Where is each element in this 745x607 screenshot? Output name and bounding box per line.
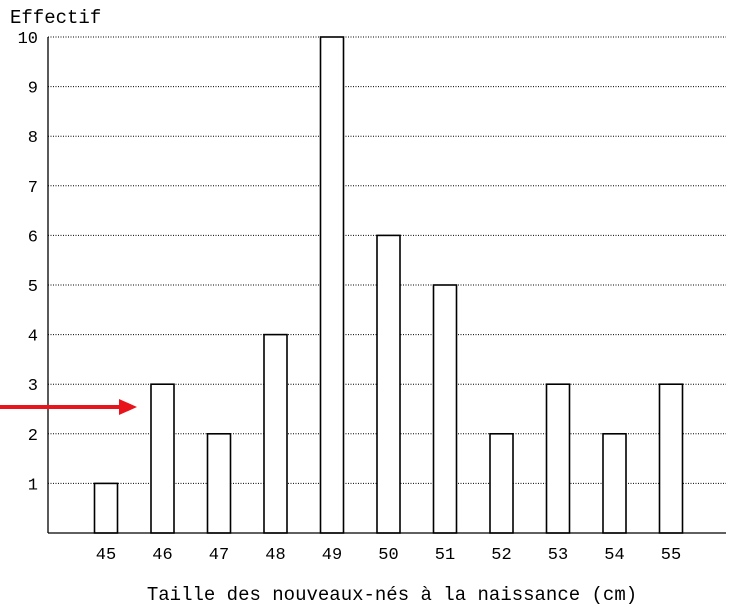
bar-46 (150, 383, 175, 534)
bar-55 (658, 383, 684, 534)
y-tick-label: 9 (28, 80, 38, 99)
x-tick-label: 54 (604, 546, 624, 565)
x-tick-label: 46 (152, 546, 172, 565)
y-tick-labels: 1 2 3 4 5 6 7 8 9 10 (18, 30, 38, 495)
y-tick-label: 3 (28, 377, 38, 396)
bar-45 (93, 482, 119, 534)
y-tick-label: 1 (28, 476, 38, 495)
y-tick-label: 2 (28, 427, 38, 446)
bar-53 (545, 383, 571, 534)
red-arrow-annotation (0, 399, 137, 415)
x-tick-label: 49 (322, 546, 342, 565)
bar-47 (206, 432, 232, 534)
y-tick-label: 8 (28, 129, 38, 148)
y-axis-title: Effectif (10, 7, 101, 29)
bar-51 (432, 284, 458, 534)
y-tick-label: 10 (18, 30, 38, 49)
x-tick-label: 47 (209, 546, 229, 565)
bar-52 (489, 432, 514, 534)
x-axis-title: Taille des nouveaux-nés à la naissance (… (147, 584, 637, 606)
bar-49 (319, 36, 345, 534)
bar-54 (602, 432, 627, 534)
arrow-head (119, 399, 137, 415)
y-tick-label: 5 (28, 278, 38, 297)
x-tick-label: 51 (435, 546, 455, 565)
x-tick-label: 53 (548, 546, 568, 565)
bar-48 (263, 333, 288, 534)
x-tick-labels: 45 46 47 48 49 50 51 52 53 54 55 (96, 546, 681, 565)
x-tick-label: 52 (491, 546, 511, 565)
y-tick-label: 7 (28, 179, 38, 198)
x-tick-label: 45 (96, 546, 116, 565)
x-tick-label: 48 (265, 546, 285, 565)
x-tick-label: 55 (661, 546, 681, 565)
y-tick-label: 6 (28, 228, 38, 247)
bars (93, 36, 684, 534)
y-tick-label: 4 (28, 328, 38, 347)
bar-50 (376, 234, 401, 534)
x-tick-label: 50 (378, 546, 398, 565)
